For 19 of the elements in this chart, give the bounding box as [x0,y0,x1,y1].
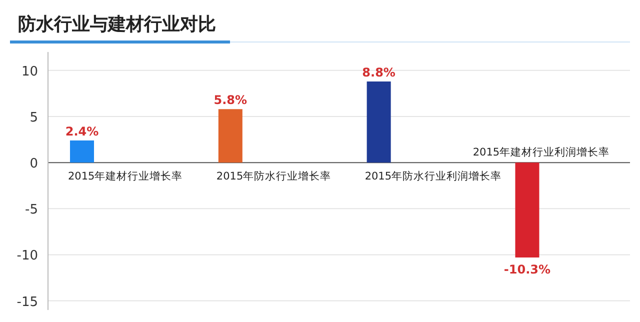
y-tick-label: -5 [25,202,38,218]
x-tick-label: 2015年防水行业增长率 [216,170,332,183]
x-tick-label: 2015年建材行业增长率 [68,170,183,183]
x-tick-label: 2015年建材行业利润增长率 [472,146,610,159]
chart-title: 防水行业与建材行业对比 [18,14,216,35]
data-label: 2.4% [65,124,99,138]
y-tick-label: 5 [30,110,38,126]
y-tick-label: -15 [16,294,38,310]
data-label: 5.8% [214,93,248,108]
bar [366,81,391,163]
data-label: 8.8% [362,65,396,80]
bar [70,140,94,163]
data-label: -10.3% [504,262,551,276]
x-tick-label: 2015年防水行业利润增长率 [364,170,502,183]
y-tick-label: 10 [21,64,38,80]
y-tick-label: 0 [30,156,38,172]
bar [218,109,242,163]
y-tick-label: -10 [16,248,38,264]
bar [515,162,540,258]
